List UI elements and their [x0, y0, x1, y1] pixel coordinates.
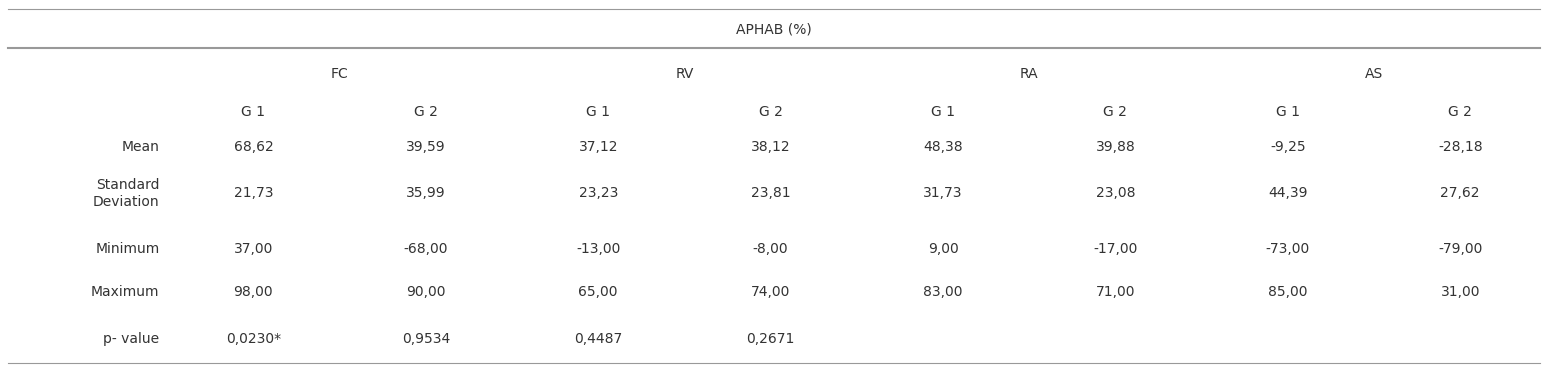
Text: 0,0230*: 0,0230* — [226, 331, 280, 346]
Text: 83,00: 83,00 — [923, 285, 963, 299]
Text: -79,00: -79,00 — [1438, 242, 1483, 256]
Text: 23,81: 23,81 — [751, 186, 791, 201]
Text: -28,18: -28,18 — [1438, 140, 1483, 154]
Text: 35,99: 35,99 — [406, 186, 446, 201]
Text: 98,00: 98,00 — [234, 285, 272, 299]
Text: 37,00: 37,00 — [234, 242, 272, 256]
Text: 39,88: 39,88 — [1096, 140, 1135, 154]
Text: 38,12: 38,12 — [751, 140, 791, 154]
Text: 48,38: 48,38 — [923, 140, 963, 154]
Text: G 1: G 1 — [587, 105, 610, 119]
Text: -68,00: -68,00 — [404, 242, 447, 256]
Text: G 1: G 1 — [241, 105, 265, 119]
Text: -8,00: -8,00 — [752, 242, 788, 256]
Text: G 1: G 1 — [1276, 105, 1300, 119]
Text: Maximum: Maximum — [91, 285, 159, 299]
Text: 85,00: 85,00 — [1268, 285, 1308, 299]
Text: 0,4487: 0,4487 — [574, 331, 622, 346]
Text: Mean: Mean — [122, 140, 159, 154]
Text: 23,08: 23,08 — [1096, 186, 1135, 201]
Text: -9,25: -9,25 — [1269, 140, 1305, 154]
Text: 21,73: 21,73 — [234, 186, 272, 201]
Text: 44,39: 44,39 — [1268, 186, 1308, 201]
Text: G 2: G 2 — [759, 105, 783, 119]
Text: 0,2671: 0,2671 — [746, 331, 794, 346]
Text: FC: FC — [331, 67, 348, 81]
Text: 23,23: 23,23 — [579, 186, 618, 201]
Text: 68,62: 68,62 — [234, 140, 274, 154]
Text: Minimum: Minimum — [94, 242, 159, 256]
Text: G 2: G 2 — [1449, 105, 1472, 119]
Text: 74,00: 74,00 — [751, 285, 791, 299]
Text: RA: RA — [1020, 67, 1039, 81]
Text: G 2: G 2 — [413, 105, 438, 119]
Text: p- value: p- value — [104, 331, 159, 346]
Text: 39,59: 39,59 — [406, 140, 446, 154]
Text: 27,62: 27,62 — [1441, 186, 1480, 201]
Text: 37,12: 37,12 — [579, 140, 618, 154]
Text: -13,00: -13,00 — [576, 242, 621, 256]
Text: 9,00: 9,00 — [927, 242, 958, 256]
Text: 0,9534: 0,9534 — [401, 331, 450, 346]
Text: -73,00: -73,00 — [1266, 242, 1310, 256]
Text: Standard
Deviation: Standard Deviation — [93, 178, 159, 209]
Text: G 2: G 2 — [1104, 105, 1127, 119]
Text: 65,00: 65,00 — [579, 285, 618, 299]
Text: 90,00: 90,00 — [406, 285, 446, 299]
Text: 71,00: 71,00 — [1096, 285, 1135, 299]
Text: RV: RV — [675, 67, 694, 81]
Text: APHAB (%): APHAB (%) — [737, 23, 811, 37]
Text: AS: AS — [1365, 67, 1384, 81]
Text: 31,00: 31,00 — [1441, 285, 1480, 299]
Text: -17,00: -17,00 — [1093, 242, 1138, 256]
Text: G 1: G 1 — [930, 105, 955, 119]
Text: 31,73: 31,73 — [923, 186, 963, 201]
